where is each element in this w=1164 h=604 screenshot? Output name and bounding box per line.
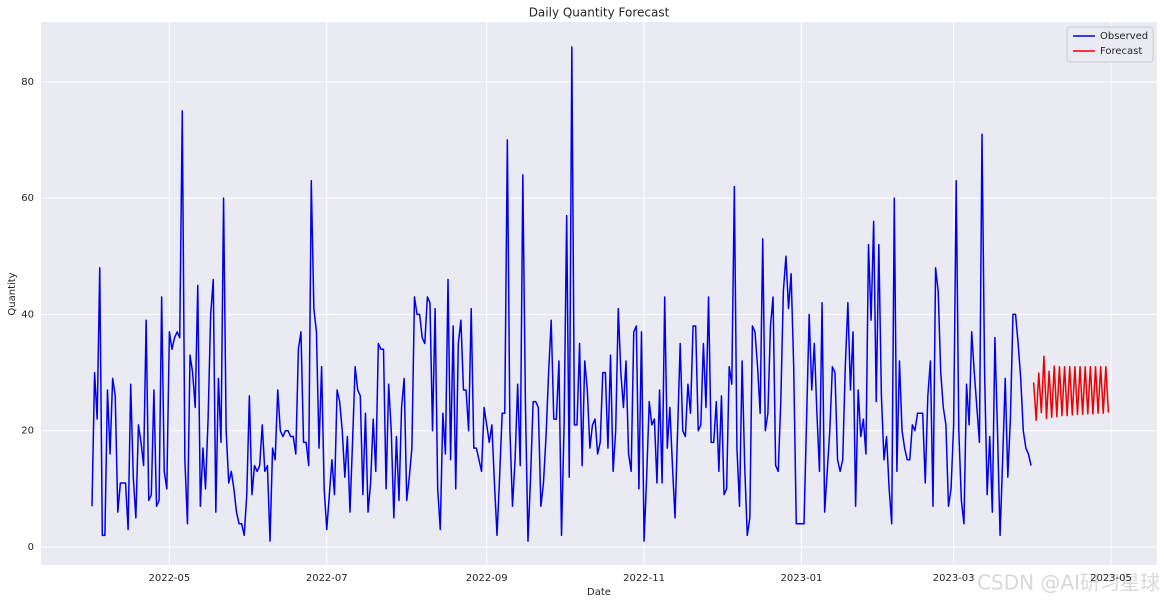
y-tick-label: 0 [28, 542, 34, 553]
x-tick-label: 2022-09 [466, 573, 508, 584]
series-line [91, 46, 1032, 542]
plot-area [41, 22, 1157, 565]
x-tick-label: 2022-07 [306, 573, 348, 584]
x-tick-label: 2023-05 [1090, 573, 1132, 584]
legend-label: Forecast [1100, 46, 1142, 57]
x-tick-label: 2023-01 [781, 573, 823, 584]
y-axis-label: Quantity [7, 272, 18, 315]
series-line [1032, 355, 1110, 421]
grid [41, 22, 1157, 565]
x-tick-label: 2023-03 [933, 573, 975, 584]
y-tick-label: 40 [21, 309, 34, 320]
chart-title: Daily Quantity Forecast [529, 6, 670, 20]
legend: Observed Forecast [1066, 26, 1154, 63]
y-tick-label: 20 [21, 426, 34, 437]
lines [91, 46, 1110, 542]
y-tick-label: 80 [21, 77, 34, 88]
y-tick-label: 60 [21, 193, 34, 204]
x-tick-label: 2022-05 [148, 573, 190, 584]
legend-label: Observed [1100, 31, 1148, 42]
watermark: CSDN @AI研习星球 [977, 571, 1160, 595]
x-tick-label: 2022-11 [623, 573, 665, 584]
x-axis-label: Date [587, 587, 611, 598]
